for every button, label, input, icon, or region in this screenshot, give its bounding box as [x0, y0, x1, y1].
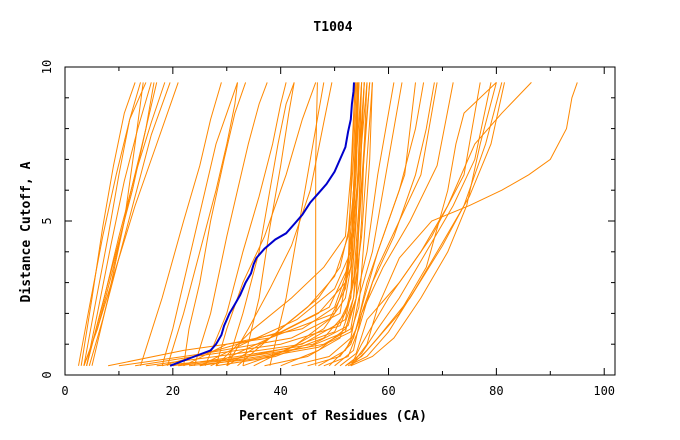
- series-line-22: [315, 82, 318, 366]
- series-line-3: [86, 82, 152, 366]
- series-line-17: [215, 82, 317, 366]
- series-line-46: [318, 82, 416, 367]
- y-axis-label: Distance Cutoff, A: [19, 161, 34, 302]
- series-line-43: [280, 82, 395, 367]
- series-line-1: [80, 82, 136, 366]
- series-line-40: [156, 82, 371, 367]
- series-line-31: [215, 82, 356, 367]
- series-line-27: [172, 82, 368, 367]
- x-tick-label: 60: [381, 384, 395, 398]
- series-line-52: [345, 82, 503, 367]
- series-line-7: [86, 82, 155, 366]
- series-line-5: [88, 82, 171, 366]
- series-line-18: [226, 82, 333, 367]
- series-line-55: [350, 82, 497, 367]
- series-line-10: [91, 82, 144, 366]
- y-tick-label: 0: [40, 371, 54, 378]
- series-line-37: [215, 82, 371, 367]
- series-line-11: [140, 82, 222, 366]
- x-tick-label: 100: [593, 384, 615, 398]
- series-line-13: [183, 82, 247, 366]
- highlight-layer: [169, 82, 355, 367]
- series-line-33: [199, 82, 360, 367]
- series-line-14: [167, 82, 238, 366]
- series-line-48: [328, 82, 438, 367]
- series-line-56: [350, 82, 532, 367]
- series-line-39: [178, 82, 359, 367]
- series-line-51: [345, 82, 492, 367]
- series-line-20: [242, 82, 295, 366]
- y-tick-label: 5: [40, 217, 54, 224]
- y-axis: 0 5 10: [40, 60, 615, 379]
- series-line-15: [193, 82, 268, 366]
- series-line-49: [334, 82, 454, 367]
- series-line-12: [161, 82, 238, 366]
- series-line-57: [350, 82, 578, 367]
- series-line-35: [237, 82, 363, 367]
- series-line-42: [210, 82, 368, 367]
- x-axis-label: Percent of Residues (CA): [239, 409, 427, 424]
- series-line-53: [347, 82, 505, 367]
- series-line-24: [145, 82, 365, 367]
- x-tick-label: 20: [166, 384, 180, 398]
- x-tick-label: 80: [489, 384, 503, 398]
- x-tick-label: 0: [61, 384, 68, 398]
- series-line-44: [291, 82, 403, 367]
- series-line-19: [226, 82, 295, 366]
- highlight-series-line: [169, 82, 355, 367]
- x-axis: 0 20 40 60 80 100: [61, 67, 615, 398]
- series-line-6: [83, 82, 158, 366]
- series-layer: [78, 82, 578, 367]
- series-line-54: [350, 82, 497, 367]
- series-line-2: [83, 82, 141, 366]
- series-line-41: [264, 82, 373, 367]
- series-line-47: [323, 82, 435, 367]
- plot-area-frame: [64, 66, 616, 376]
- series-line-21: [269, 82, 325, 366]
- x-tick-label: 40: [273, 384, 287, 398]
- chart-title: T1004: [313, 20, 352, 35]
- series-line-8: [78, 82, 147, 366]
- y-tick-label: 10: [40, 60, 54, 74]
- series-line-16: [204, 82, 287, 366]
- series-line-9: [83, 82, 179, 366]
- series-line-29: [199, 82, 365, 367]
